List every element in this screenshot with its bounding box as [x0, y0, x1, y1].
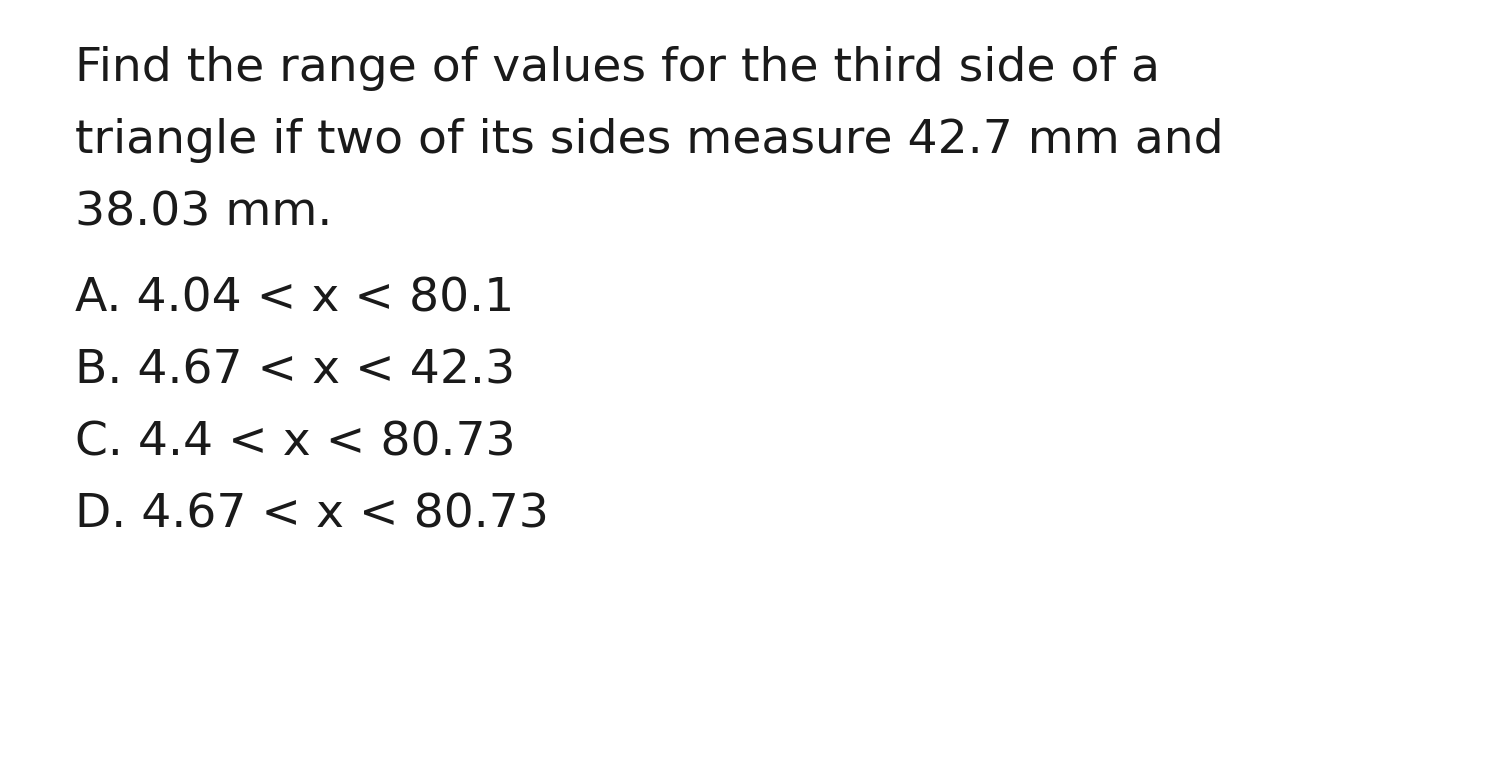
Text: C. 4.4 < x < 80.73: C. 4.4 < x < 80.73 [75, 421, 516, 466]
Text: triangle if two of its sides measure 42.7 mm and: triangle if two of its sides measure 42.… [75, 118, 1224, 163]
Text: B. 4.67 < x < 42.3: B. 4.67 < x < 42.3 [75, 349, 514, 394]
Text: D. 4.67 < x < 80.73: D. 4.67 < x < 80.73 [75, 493, 549, 538]
Text: A. 4.04 < x < 80.1: A. 4.04 < x < 80.1 [75, 277, 514, 322]
Text: Find the range of values for the third side of a: Find the range of values for the third s… [75, 46, 1160, 91]
Text: 38.03 mm.: 38.03 mm. [75, 190, 333, 235]
